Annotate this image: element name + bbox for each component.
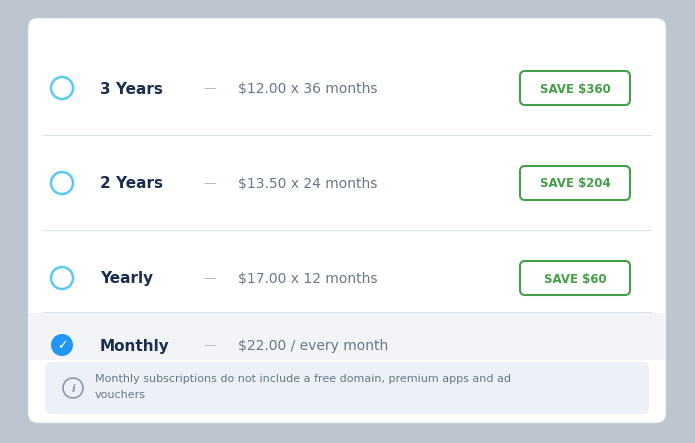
FancyBboxPatch shape — [520, 71, 630, 105]
Text: vouchers: vouchers — [95, 390, 146, 400]
Text: SAVE $204: SAVE $204 — [539, 178, 610, 190]
Text: SAVE $360: SAVE $360 — [539, 82, 610, 96]
FancyBboxPatch shape — [520, 166, 630, 200]
Text: —: — — [204, 82, 216, 96]
Circle shape — [51, 77, 73, 99]
Text: $12.00 x 36 months: $12.00 x 36 months — [238, 82, 377, 96]
Circle shape — [51, 267, 73, 289]
Text: $22.00 / every month: $22.00 / every month — [238, 339, 389, 353]
FancyBboxPatch shape — [45, 362, 649, 414]
Text: —: — — [204, 178, 216, 190]
Text: —: — — [204, 339, 216, 353]
Text: ✓: ✓ — [57, 339, 67, 353]
FancyBboxPatch shape — [29, 313, 665, 360]
Text: 3 Years: 3 Years — [100, 82, 163, 97]
Text: Yearly: Yearly — [100, 272, 153, 287]
Text: SAVE $60: SAVE $60 — [543, 272, 606, 285]
Text: $17.00 x 12 months: $17.00 x 12 months — [238, 272, 377, 286]
Text: $13.50 x 24 months: $13.50 x 24 months — [238, 177, 377, 191]
FancyBboxPatch shape — [520, 261, 630, 295]
Text: i: i — [72, 384, 75, 393]
Text: 2 Years: 2 Years — [100, 176, 163, 191]
FancyBboxPatch shape — [28, 18, 666, 423]
Text: Monthly: Monthly — [100, 338, 170, 354]
Circle shape — [51, 172, 73, 194]
Text: Monthly subscriptions do not include a free domain, premium apps and ad: Monthly subscriptions do not include a f… — [95, 374, 511, 384]
Text: —: — — [204, 272, 216, 285]
Circle shape — [51, 334, 73, 356]
